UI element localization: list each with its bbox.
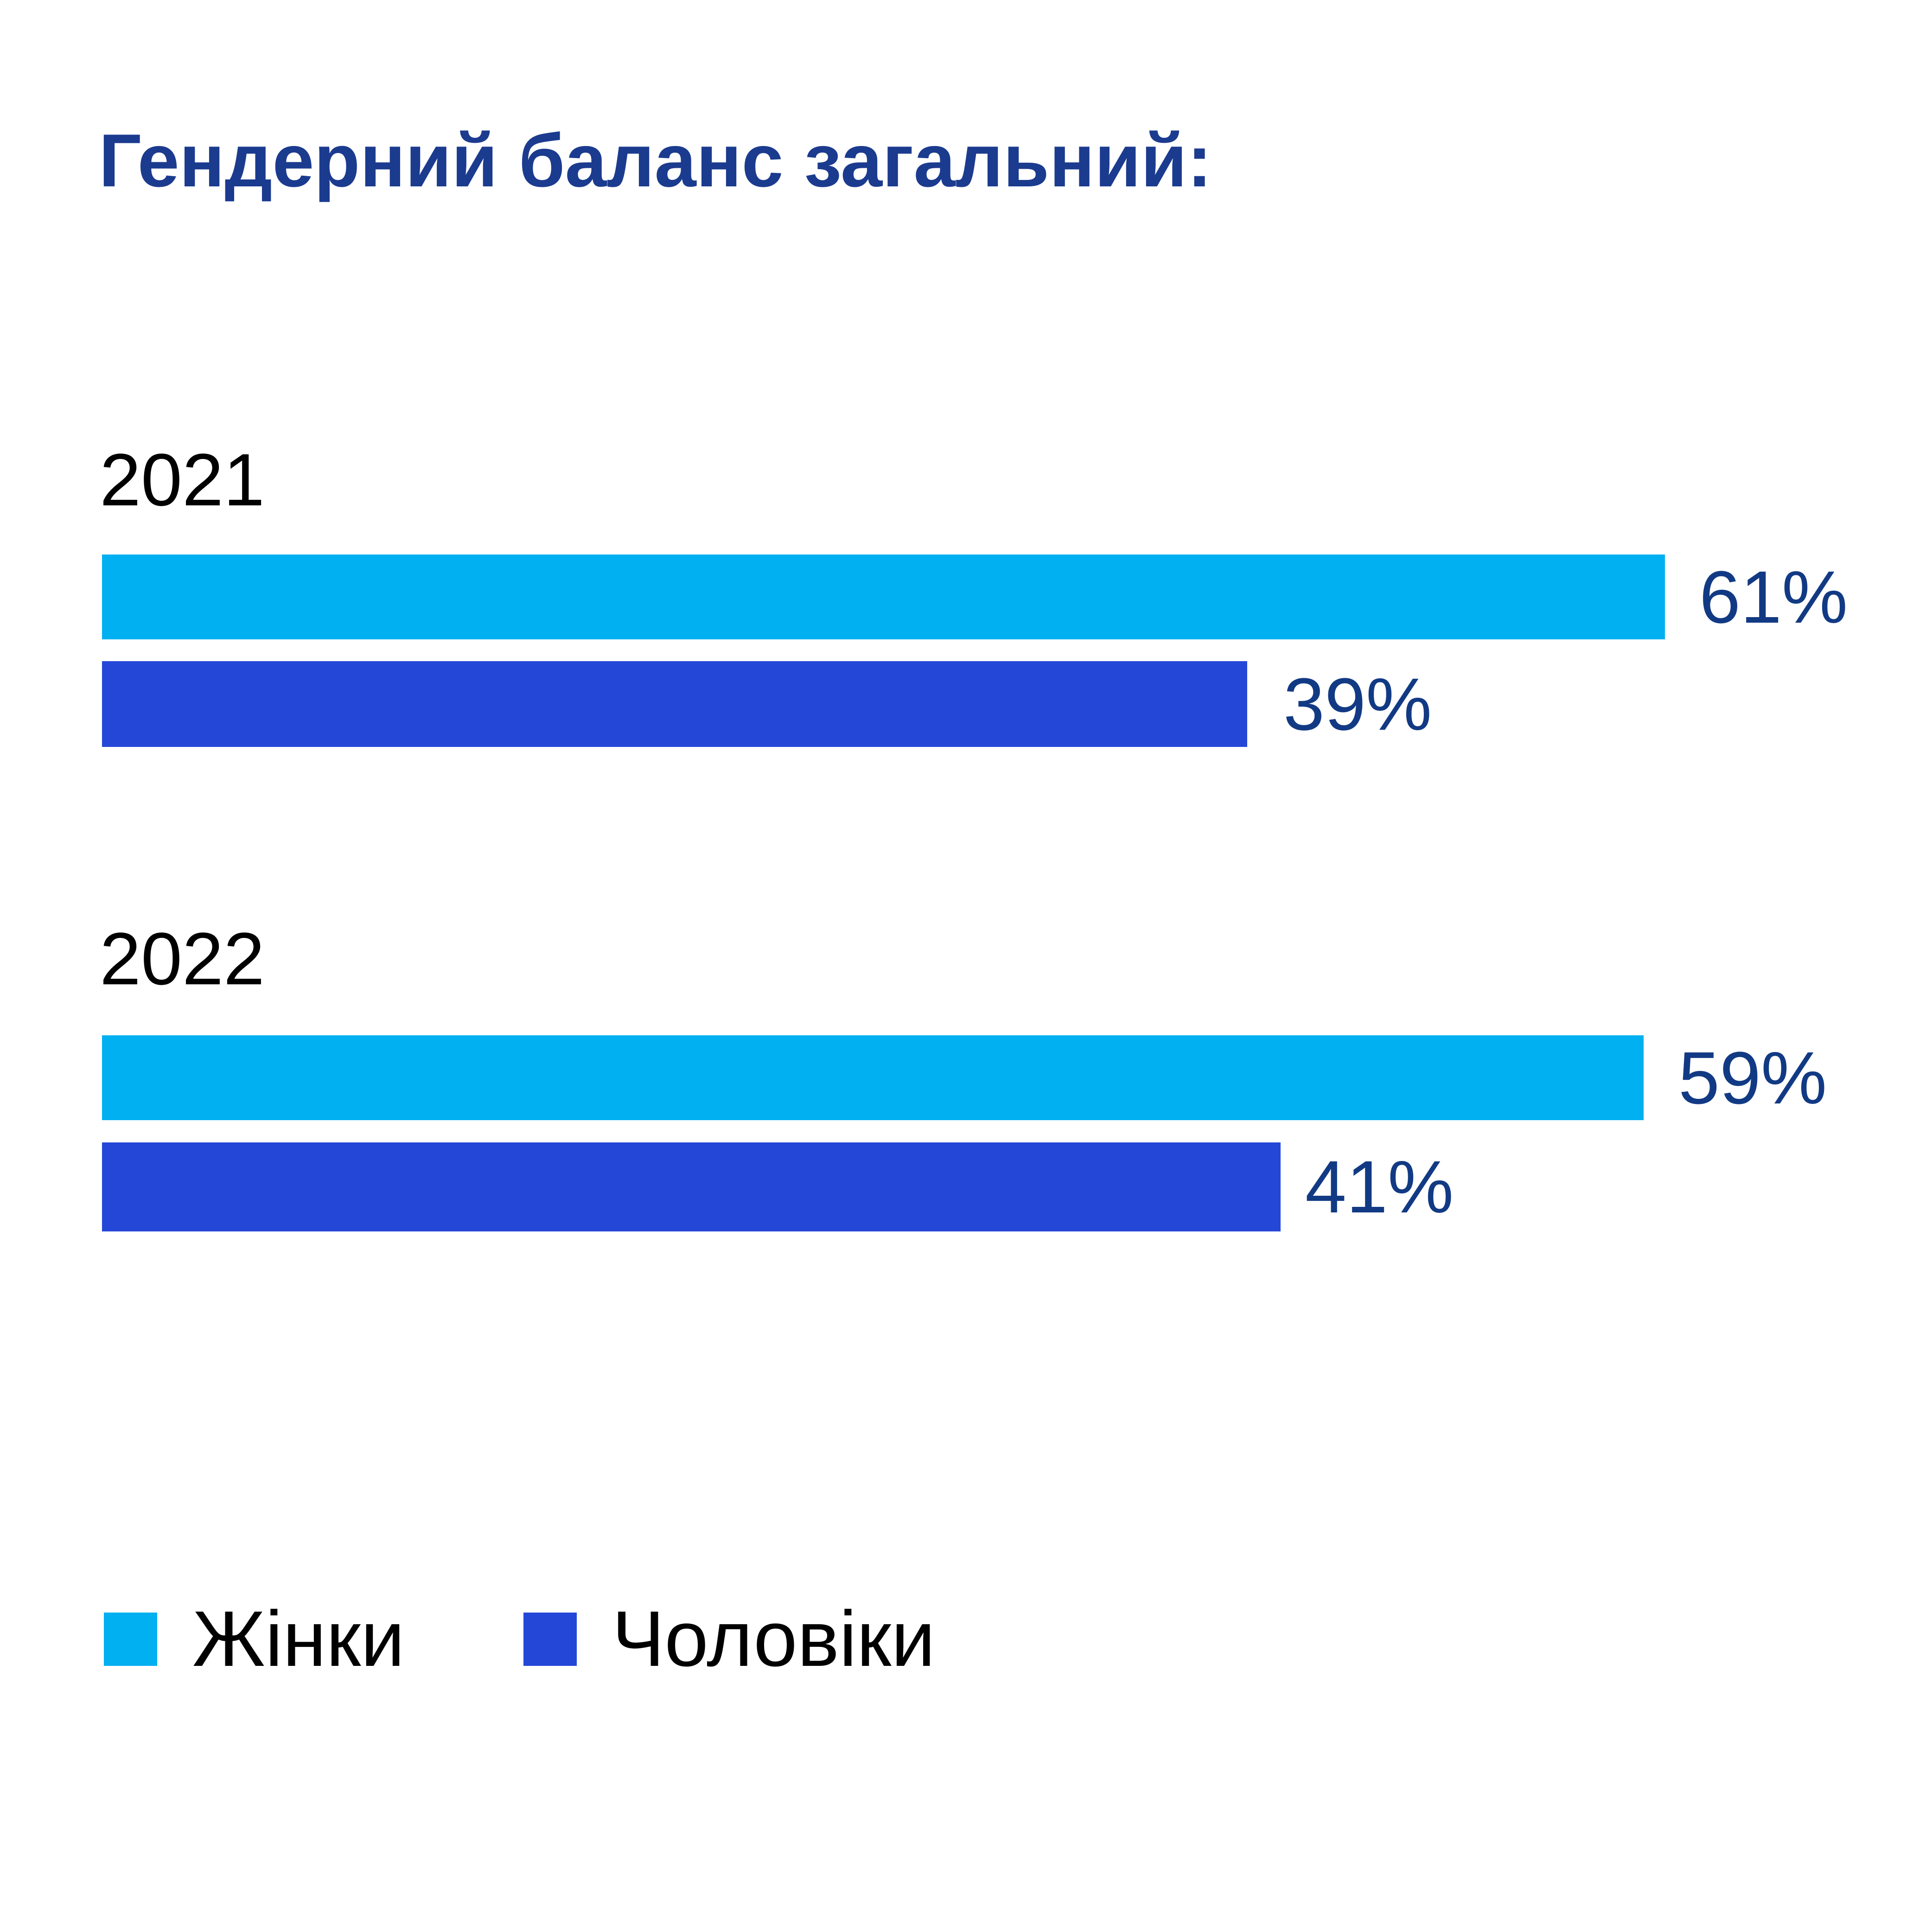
legend-swatch-men xyxy=(523,1612,577,1666)
value-label-women-2021: 61% xyxy=(1699,555,1848,638)
value-label-men-2022: 41% xyxy=(1305,1145,1454,1228)
legend-label-men: Чоловіки xyxy=(612,1595,936,1683)
legend-label-women: Жінки xyxy=(192,1595,405,1683)
bar-women-2021 xyxy=(102,555,1665,639)
bar-men-2022 xyxy=(102,1142,1281,1231)
bar-men-2021 xyxy=(102,661,1247,747)
category-label-2021: 2021 xyxy=(100,438,265,521)
category-label-2022: 2022 xyxy=(100,917,265,1000)
legend: Жінки Чоловіки xyxy=(104,1600,935,1678)
bar-women-2022 xyxy=(102,1035,1644,1120)
chart-title: Гендерний баланс загальний: xyxy=(99,119,1212,203)
value-label-women-2022: 59% xyxy=(1678,1036,1827,1119)
legend-swatch-women xyxy=(104,1612,157,1666)
value-label-men-2021: 39% xyxy=(1283,663,1432,746)
